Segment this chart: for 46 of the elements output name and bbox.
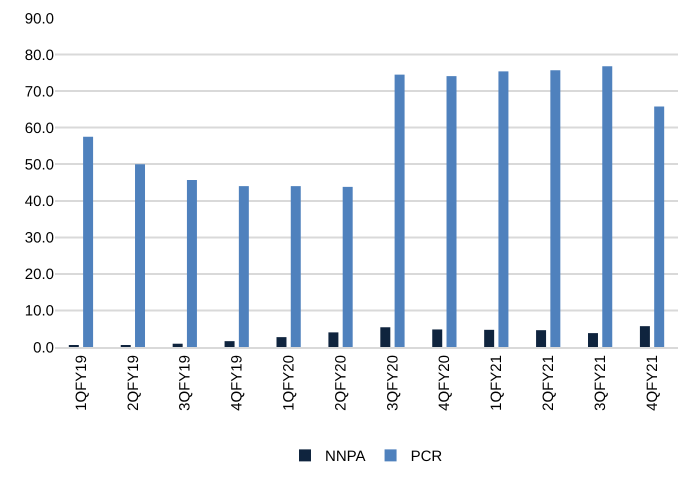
x-tick-label: 3QFY21 bbox=[592, 355, 610, 411]
bar bbox=[432, 329, 442, 347]
x-tick-label: 4QFY21 bbox=[644, 355, 661, 411]
bar bbox=[276, 337, 286, 347]
bar bbox=[394, 74, 405, 347]
x-tick-label: 2QFY21 bbox=[540, 355, 558, 411]
legend-label: NNPA bbox=[325, 448, 366, 466]
bar bbox=[342, 186, 353, 347]
x-tick-label: 1QFY21 bbox=[488, 355, 506, 411]
bar bbox=[446, 76, 457, 347]
y-tick-label: 10.0 bbox=[24, 302, 54, 320]
x-tick-label: 4QFY20 bbox=[436, 355, 454, 411]
legend-label: PCR bbox=[410, 448, 442, 466]
y-tick-label: 30.0 bbox=[24, 230, 54, 247]
y-tick-label: 0.0 bbox=[33, 339, 54, 356]
y-tick-label: 70.0 bbox=[24, 83, 54, 100]
y-tick-label: 60.0 bbox=[24, 120, 54, 137]
bar bbox=[238, 186, 249, 347]
y-tick-label: 20.0 bbox=[24, 266, 54, 284]
bar bbox=[224, 341, 235, 347]
x-tick-label: 4QFY19 bbox=[228, 355, 246, 411]
bar bbox=[536, 330, 546, 347]
bar bbox=[640, 326, 650, 347]
bar bbox=[654, 106, 664, 347]
bar bbox=[83, 136, 94, 347]
y-tick-label: 50.0 bbox=[24, 156, 54, 174]
bar bbox=[290, 186, 301, 347]
bar bbox=[186, 180, 197, 347]
y-tick-label: 40.0 bbox=[24, 193, 54, 210]
bar bbox=[498, 71, 508, 347]
x-tick-label: 1QFY19 bbox=[72, 355, 90, 411]
bar bbox=[380, 327, 390, 347]
x-tick-label: 1QFY20 bbox=[280, 355, 298, 411]
bar bbox=[588, 333, 598, 347]
bar bbox=[328, 332, 338, 347]
x-tick-label: 3QFY19 bbox=[176, 355, 194, 411]
bar bbox=[550, 70, 560, 347]
y-tick-label: 90.0 bbox=[24, 10, 54, 28]
x-tick-label: 2QFY19 bbox=[124, 355, 142, 411]
bar bbox=[135, 164, 146, 347]
y-tick-label: 80.0 bbox=[24, 46, 54, 64]
bar bbox=[484, 330, 494, 347]
x-tick-label: 3QFY20 bbox=[384, 355, 402, 411]
bar bbox=[602, 66, 612, 347]
x-tick-label: 2QFY20 bbox=[332, 355, 350, 411]
bar bbox=[172, 344, 183, 347]
